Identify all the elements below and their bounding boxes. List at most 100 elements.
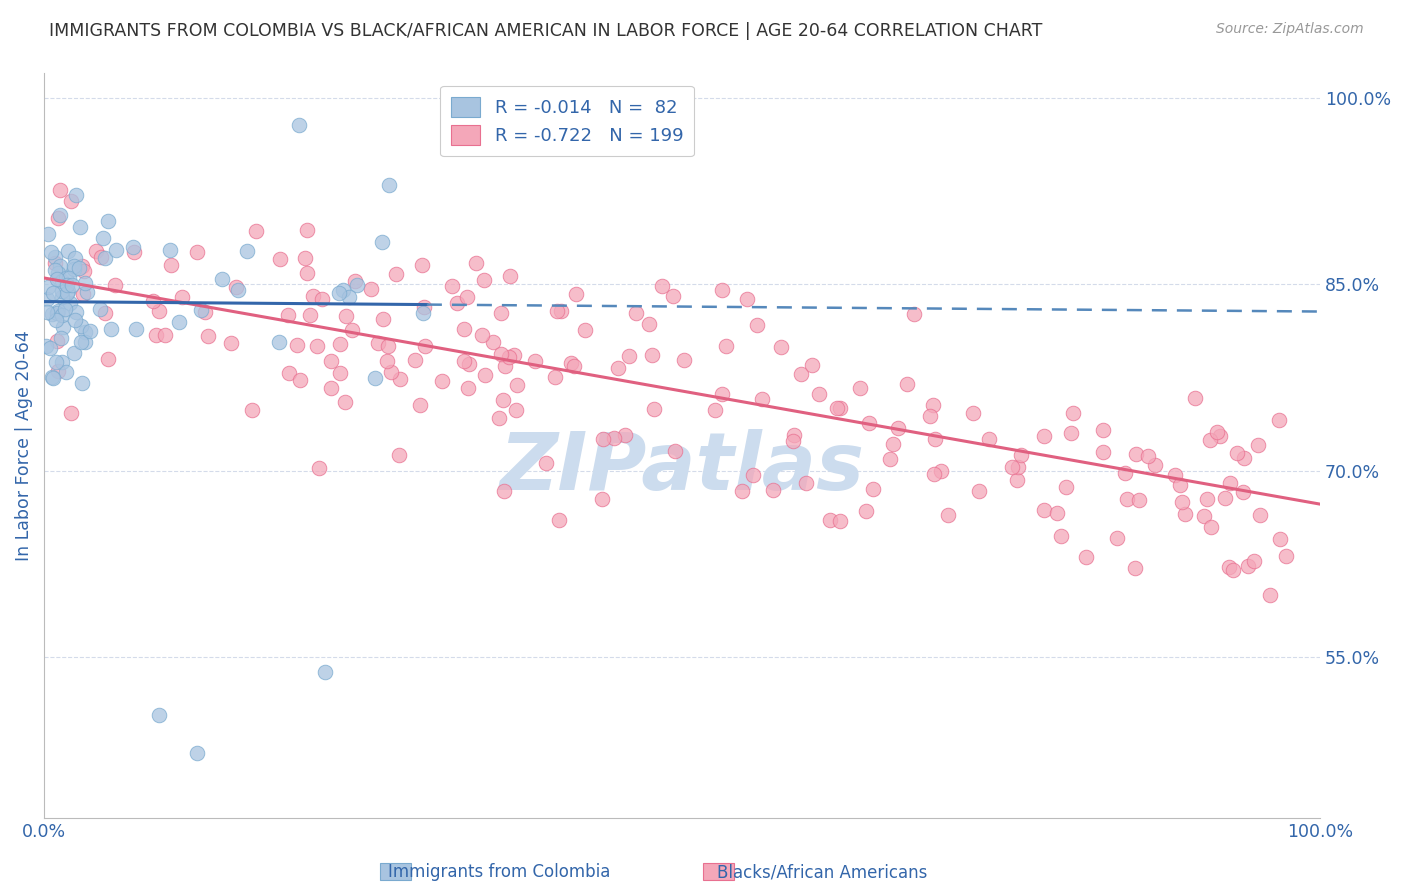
Point [441,279,464,293]
Point [929,464,952,478]
Text: Immigrants from Colombia: Immigrants from Colombia [388,863,610,881]
Point [70,318,93,333]
Point [197,329,219,343]
Point [194,305,217,319]
Point [662,289,685,303]
Point [53,302,76,317]
Point [762,483,785,497]
Point [617,349,640,363]
Point [93,251,115,265]
Point [55,271,77,285]
Text: IMMIGRANTS FROM COLOMBIA VS BLACK/AFRICAN AMERICAN IN LABOR FORCE | AGE 20-64 CO: IMMIGRANTS FROM COLOMBIA VS BLACK/AFRICA… [49,22,1043,40]
Point [35,305,58,319]
Point [45,313,67,327]
Point [122,240,145,254]
Point [211,271,233,285]
Point [51,274,73,288]
Point [1114,466,1136,480]
Point [1268,532,1291,546]
Point [546,303,568,318]
Y-axis label: In Labor Force | Age 20-64: In Labor Force | Age 20-64 [15,330,32,561]
Point [474,368,496,382]
Point [1199,520,1222,534]
Point [1233,451,1256,466]
Point [1105,532,1128,546]
Point [614,428,637,442]
Point [731,484,754,499]
Point [643,402,665,417]
Point [711,386,734,401]
Point [41,307,63,321]
Point [69,219,91,234]
Point [741,468,763,483]
Point [333,395,356,409]
Point [294,251,316,265]
Point [377,339,399,353]
Point [1091,423,1114,437]
Point [1237,559,1260,574]
Point [492,393,515,408]
Point [1007,460,1029,475]
Point [59,296,82,310]
Point [920,409,942,423]
Point [375,354,398,368]
Point [489,347,512,361]
Point [550,303,572,318]
Point [624,306,647,320]
Point [1184,392,1206,406]
Point [1206,425,1229,440]
Point [474,273,496,287]
Point [1171,494,1194,508]
Point [89,302,111,317]
Point [922,467,945,481]
Point [591,491,613,506]
Point [794,475,817,490]
Point [298,308,321,322]
Point [295,223,318,237]
Text: ZIPatlas: ZIPatlas [499,429,865,507]
Point [962,406,984,420]
Point [65,313,87,327]
Point [225,279,247,293]
Point [879,452,901,467]
Point [46,211,69,226]
Point [277,308,299,322]
Point [1247,437,1270,451]
Point [51,320,73,334]
Point [277,367,299,381]
Point [544,369,567,384]
Point [886,421,908,435]
Point [1123,561,1146,575]
Point [488,411,510,425]
Point [70,376,93,390]
Point [404,353,426,368]
Point [148,708,170,723]
Point [855,504,877,518]
Point [311,292,333,306]
Point [922,399,945,413]
Point [641,349,664,363]
Point [219,335,242,350]
Point [371,311,394,326]
Point [35,339,58,353]
Point [547,513,569,527]
Point [142,294,165,309]
Point [51,284,73,298]
Point [413,300,436,314]
Point [502,348,524,362]
Point [377,178,399,192]
Point [564,359,586,373]
Point [924,432,946,446]
Point [1062,406,1084,420]
Point [159,243,181,257]
Point [329,366,352,380]
Point [1001,459,1024,474]
Point [344,274,367,288]
Point [45,306,67,320]
Point [186,245,208,260]
Legend: R = -0.014   N =  82, R = -0.722   N = 199: R = -0.014 N = 82, R = -0.722 N = 199 [440,86,695,156]
Point [190,303,212,318]
Point [145,327,167,342]
Point [295,266,318,280]
Point [63,261,86,276]
